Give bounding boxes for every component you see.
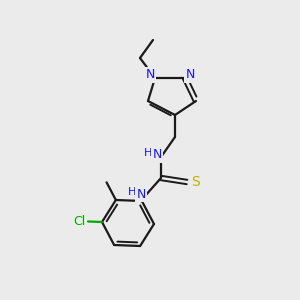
Text: Cl: Cl [73, 214, 85, 228]
Text: N: N [145, 68, 155, 82]
Text: H: H [128, 187, 136, 197]
Text: S: S [190, 175, 200, 189]
Text: N: N [136, 188, 146, 200]
Text: H: H [144, 148, 152, 158]
Text: N: N [185, 68, 195, 82]
Text: N: N [152, 148, 162, 161]
